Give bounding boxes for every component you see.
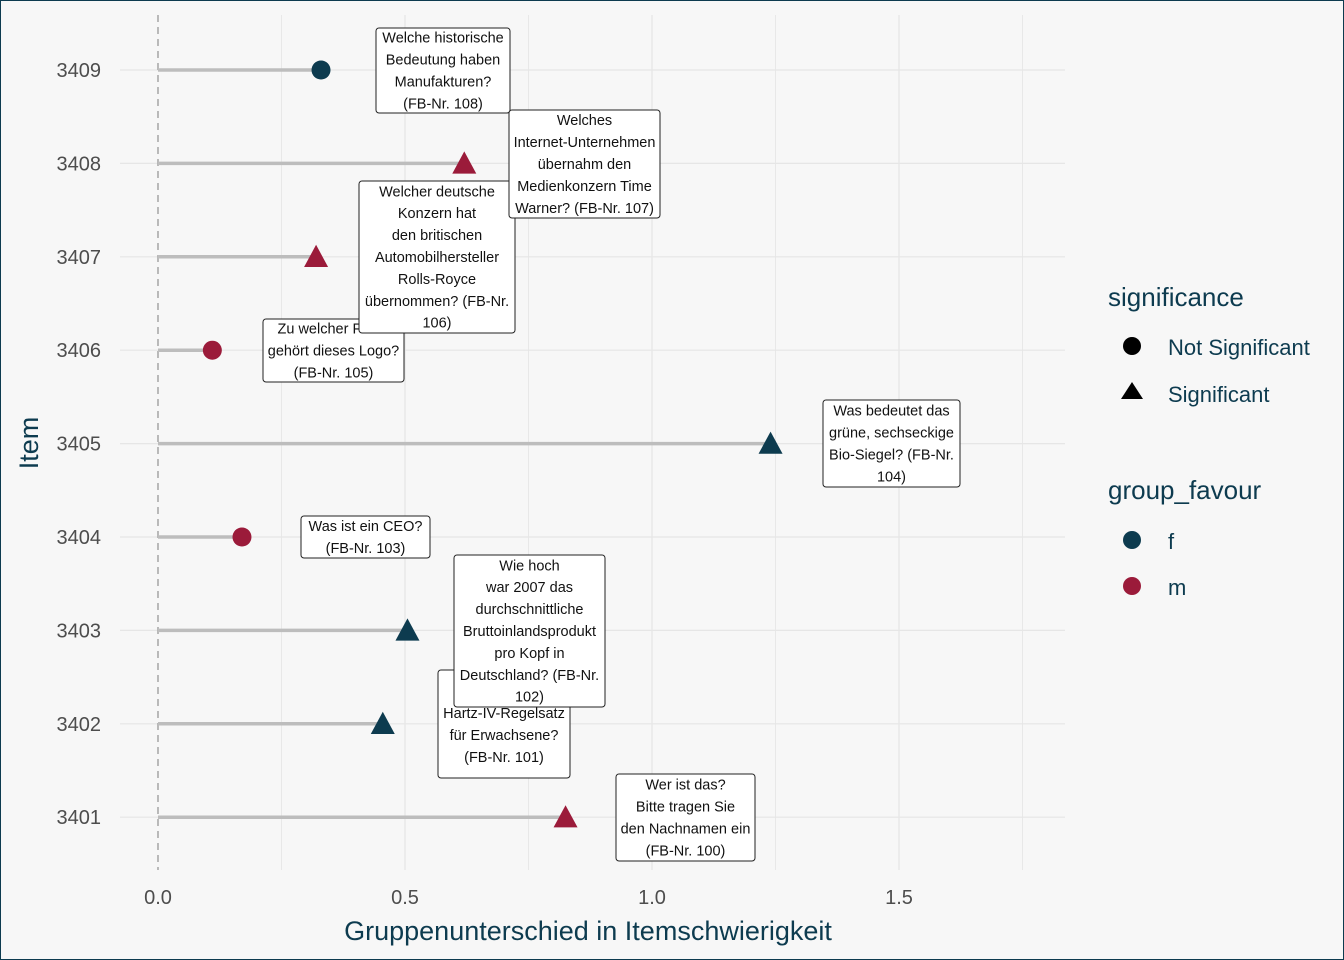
annotation-text-line: Welche historische — [382, 31, 503, 47]
annotation-label: Welcher deutsche Konzern hat den britische… — [358, 180, 516, 334]
y-tick-label: 3406 — [57, 340, 102, 362]
annotation-box — [615, 773, 756, 862]
legend-m-swatch — [1123, 577, 1141, 595]
annotation-label: Wer ist das? Bitte tragen Sie den Nachname… — [615, 773, 756, 862]
triangle-marker — [452, 151, 477, 174]
annotation-text-line: (FB-Nr. 103) — [326, 541, 406, 557]
y-tick-label: 3401 — [57, 807, 102, 829]
annotation-text-line: (FB-Nr. 100) — [646, 843, 726, 859]
annotation-text-line: Internet-Unternehmen — [514, 135, 656, 151]
y-tick-label: 3404 — [57, 527, 102, 549]
triangle-marker — [758, 431, 783, 454]
annotation-layer: Welche historische Bedeutung haben Manufak… — [262, 27, 961, 862]
annotation-label: Was bedeutet das grüne, sechseckige Bio-Si… — [822, 399, 961, 488]
annotation-text-line: übernahm den — [538, 157, 632, 173]
annotation-text-line: Bitte tragen Sie — [636, 800, 735, 816]
x-tick-label: 0.0 — [144, 887, 172, 909]
annotation-text-line: Bio-Siegel? (FB-Nr. — [829, 447, 954, 463]
x-axis-title: Gruppenunterschied in Itemschwierigkeit — [344, 916, 832, 946]
annotation-text-line: war 2007 das — [485, 580, 573, 596]
y-tick-label: 3408 — [57, 153, 102, 175]
legend-label-m: m — [1168, 575, 1186, 600]
legend: significance Not Significant Significant… — [1108, 282, 1310, 600]
annotation-text-line: den britischen — [392, 228, 482, 244]
annotation-text-line: pro Kopf in — [494, 646, 564, 662]
annotation-box — [822, 399, 961, 488]
y-tick-label: 3409 — [57, 60, 102, 82]
annotation-text-line: den Nachnamen ein — [621, 821, 751, 837]
y-tick-label: 3407 — [57, 247, 102, 269]
annotation-text-line: (FB-Nr. 101) — [464, 750, 544, 766]
legend-circle-icon — [1123, 337, 1141, 355]
annotation-box — [375, 27, 511, 114]
x-tick-label: 1.0 — [638, 887, 666, 909]
annotation-text-line: für Erwachsene? — [450, 728, 559, 744]
annotation-text-line: Was bedeutet das — [833, 404, 949, 420]
legend-group-favour-title: group_favour — [1108, 475, 1262, 505]
legend-triangle-icon — [1121, 382, 1143, 399]
annotation-text-line: Hartz-IV-Regelsatz — [443, 706, 565, 722]
axis-layer: 0.0 0.5 1.0 1.5 3409 3408 3407 3406 3405 3404 3403… — [57, 60, 913, 909]
y-tick-label: 3403 — [57, 620, 102, 642]
annotation-text-line: Warner? (FB-Nr. 107) — [515, 201, 654, 217]
y-tick-label: 3402 — [57, 714, 102, 736]
annotation-text-line: Bruttoinlandsprodukt — [463, 624, 596, 640]
y-axis-title: Item — [14, 417, 44, 470]
annotation-text-line: Was ist ein CEO? — [309, 519, 423, 535]
circle-marker — [202, 340, 222, 360]
annotation-label: Wie hoch war 2007 das durchschnittliche Bru… — [453, 554, 606, 708]
triangle-marker — [304, 244, 329, 267]
legend-significance-title: significance — [1108, 282, 1244, 312]
annotation-label: Was ist ein CEO? (FB-Nr. 103) — [300, 515, 431, 559]
annotation-text-line: Rolls-Royce — [398, 272, 476, 288]
annotation-text-line: übernommen? (FB-Nr. — [365, 294, 509, 310]
annotation-text-line: grüne, sechseckige — [829, 426, 954, 442]
annotation-text-line: durchschnittliche — [476, 602, 584, 618]
triangle-marker — [553, 805, 578, 828]
legend-label-significant: Significant — [1168, 382, 1270, 407]
legend-label-f: f — [1168, 529, 1175, 554]
annotation-text-line: Automobilhersteller — [375, 250, 499, 266]
annotation-text-line: Konzern hat — [398, 206, 476, 222]
annotation-text-line: 106) — [422, 316, 451, 332]
legend-label-not-significant: Not Significant — [1168, 335, 1310, 360]
annotation-text-line: Manufakturen? — [395, 74, 492, 90]
x-tick-label: 0.5 — [391, 887, 419, 909]
annotation-text-line: Wie hoch — [499, 558, 559, 574]
y-tick-label: 3405 — [57, 434, 102, 456]
circle-marker — [311, 60, 331, 80]
annotation-text-line: gehört dieses Logo? — [268, 344, 399, 360]
annotation-box — [508, 109, 661, 219]
annotation-text-line: Wer ist das? — [645, 778, 725, 794]
annotation-text-line: (FB-Nr. 108) — [403, 96, 483, 112]
circle-marker — [232, 527, 252, 547]
x-tick-label: 1.5 — [885, 887, 913, 909]
triangle-marker — [395, 618, 420, 641]
annotation-label: Welches Internet-Unternehmen übernahm den M… — [508, 109, 661, 219]
annotation-box — [453, 554, 606, 708]
annotation-text-line: Medienkonzern Time — [517, 179, 652, 195]
annotation-text-line: Welcher deutsche — [379, 184, 495, 200]
annotation-text-line: 104) — [877, 469, 906, 485]
annotation-text-line: 102) — [515, 690, 544, 706]
marker-layer — [202, 60, 783, 828]
triangle-marker — [370, 711, 395, 734]
annotation-text-line: Bedeutung haben — [386, 53, 501, 69]
annotation-text-line: (FB-Nr. 105) — [294, 365, 374, 381]
annotation-box — [262, 318, 405, 383]
annotation-box — [358, 180, 516, 334]
legend-f-swatch — [1123, 531, 1141, 549]
annotation-box — [300, 515, 431, 559]
annotation-label: Welche historische Bedeutung haben Manufak… — [375, 27, 511, 114]
annotation-text-line: Welches — [557, 113, 612, 129]
annotation-text-line: Deutschland? (FB-Nr. — [460, 668, 599, 684]
